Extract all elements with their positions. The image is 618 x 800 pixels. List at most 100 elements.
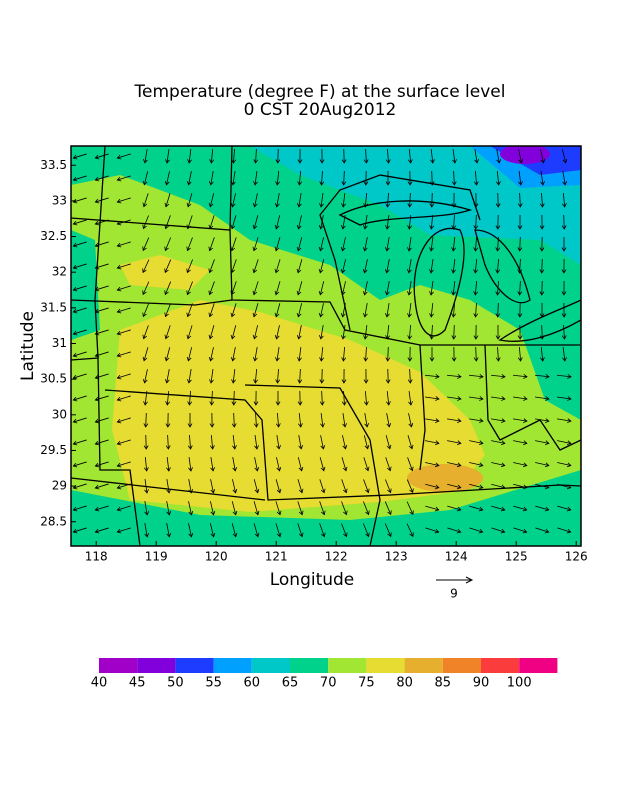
wind-vector: [409, 192, 411, 208]
wind-vector-head: [116, 308, 122, 314]
wind-vector: [188, 149, 192, 163]
wind-vector: [189, 390, 191, 406]
colorbar-label: 45: [129, 676, 146, 691]
wind-vector: [210, 479, 214, 493]
wind-vector-head: [274, 290, 280, 296]
wind-vector-head: [495, 269, 501, 274]
wind-vector-head: [456, 506, 462, 512]
colorbar-label: 60: [244, 676, 261, 691]
wind-vector-head: [144, 533, 150, 538]
wind-vector: [406, 479, 414, 493]
wind-vector: [447, 483, 461, 489]
wind-vector: [561, 149, 567, 163]
lake: [474, 229, 531, 304]
wind-vector-head: [544, 506, 550, 512]
wind-vector: [73, 175, 87, 181]
wind-vector-head: [495, 225, 501, 230]
wind-vector: [253, 281, 259, 295]
wind-vector: [117, 373, 131, 379]
wind-vector: [117, 175, 131, 181]
wind-vector: [143, 193, 149, 207]
wind-vector: [231, 237, 237, 251]
wind-vector: [364, 325, 368, 339]
wind-vector: [253, 215, 259, 229]
wind-vector: [231, 325, 237, 339]
wind-vector-head: [341, 203, 346, 208]
wind-vector-head: [116, 330, 122, 336]
wind-vector: [187, 325, 193, 339]
wind-vector-head: [456, 462, 462, 468]
wind-vector: [254, 368, 258, 384]
wind-vector-head: [94, 176, 100, 182]
wind-vector-head: [116, 506, 122, 512]
wind-vector-head: [143, 423, 149, 428]
wind-vector: [342, 259, 346, 273]
wind-vector: [189, 434, 191, 450]
y-tick-label: 31: [52, 336, 67, 350]
wind-vector-head: [407, 357, 413, 362]
colorbar-label: 55: [205, 676, 222, 691]
border: [104, 389, 581, 501]
x-tick-label: 120: [205, 550, 228, 564]
wind-vector-head: [566, 528, 572, 534]
wind-vector: [73, 373, 87, 379]
wind-vector-head: [319, 181, 325, 186]
wind-vector-head: [142, 224, 147, 230]
wind-vector-head: [522, 528, 528, 534]
wind-vector: [275, 303, 281, 317]
wind-vector: [297, 303, 303, 317]
wind-vector-head: [452, 159, 457, 164]
wind-vector-head: [456, 528, 462, 534]
wind-vector: [209, 259, 215, 273]
wind-vector-head: [72, 198, 78, 204]
wind-vector-head: [523, 418, 528, 424]
wind-vector: [232, 369, 236, 383]
wind-vector: [144, 149, 148, 163]
wind-vector-head: [340, 246, 346, 252]
wind-vector: [342, 193, 346, 207]
wind-vector: [342, 237, 346, 251]
lake: [498, 299, 581, 342]
wind-vector: [406, 523, 414, 537]
wind-vector-head: [186, 290, 191, 296]
wind-vector: [95, 417, 109, 423]
wind-vector: [541, 258, 543, 274]
wind-vector-head: [187, 379, 192, 384]
wind-vector: [275, 281, 281, 295]
wind-vector: [474, 258, 478, 274]
wind-vector: [362, 523, 370, 537]
wind-vector: [142, 259, 150, 273]
colorbar-label: 65: [282, 676, 299, 691]
wind-vector: [453, 324, 455, 340]
wind-vector-head: [94, 506, 100, 512]
wind-vector: [468, 374, 484, 378]
colorbar-box: [328, 658, 367, 673]
wind-vector: [519, 192, 521, 208]
wind-vector-head: [539, 269, 545, 274]
wind-vector-head: [275, 423, 281, 428]
colorbar-label: 100: [507, 676, 532, 691]
wind-vector-head: [252, 312, 258, 318]
wind-vector: [474, 149, 478, 163]
wind-vector: [519, 280, 521, 296]
wind-vector-head: [72, 528, 78, 534]
wind-vector-head: [500, 440, 506, 446]
wind-vector-head: [561, 203, 567, 208]
wind-vector-head: [429, 247, 434, 252]
wind-vector-head: [544, 528, 550, 534]
wind-vector: [364, 303, 368, 317]
x-tick-label: 123: [385, 550, 408, 564]
wind-vector-head: [116, 352, 122, 358]
wind-vector: [95, 527, 109, 533]
wind-vector-head: [407, 313, 412, 318]
wind-vector: [497, 302, 499, 318]
wind-vector-head: [321, 532, 326, 538]
wind-vector-head: [362, 246, 368, 252]
wind-vector: [425, 483, 439, 489]
wind-vector-head: [451, 335, 457, 340]
wind-vector: [385, 435, 391, 449]
wind-vector-head: [144, 489, 149, 494]
wind-vector: [363, 501, 369, 515]
wind-vector-head: [363, 225, 368, 230]
wind-vector-head: [478, 462, 484, 468]
